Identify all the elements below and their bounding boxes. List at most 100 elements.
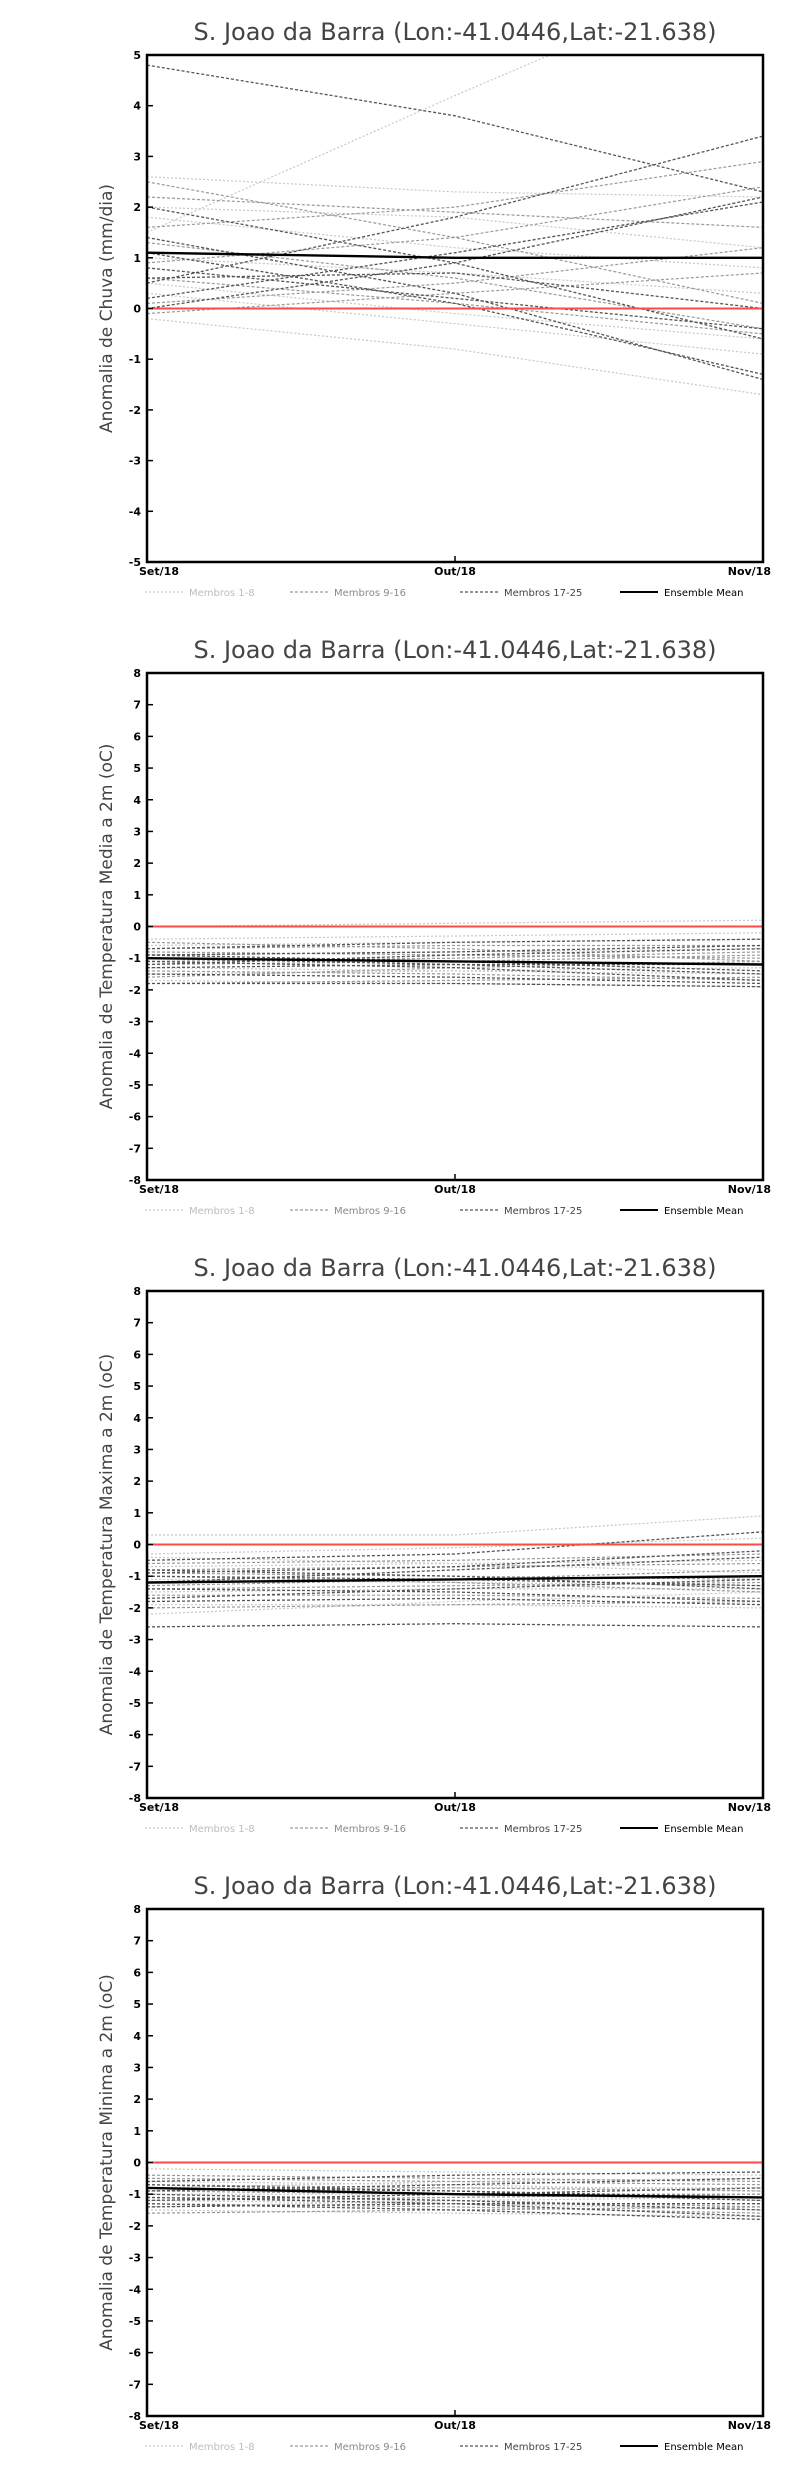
member-line bbox=[147, 1553, 763, 1565]
y-tick-label: -8 bbox=[129, 1174, 141, 1187]
y-tick-label: -1 bbox=[129, 952, 141, 965]
x-tick-label: Out/18 bbox=[434, 1183, 476, 1196]
legend-label: Ensemble Mean bbox=[664, 1206, 743, 1217]
member-line bbox=[147, 1569, 763, 1587]
member-line bbox=[147, 206, 763, 249]
legend-label: Membros 1-8 bbox=[189, 588, 255, 599]
y-tick-label: -7 bbox=[129, 1760, 141, 1773]
chart-title: S. Joao da Barra (Lon:-41.0446,Lat:-21.6… bbox=[193, 1254, 716, 1282]
member-line bbox=[147, 1537, 763, 1555]
member-line bbox=[147, 282, 763, 340]
chart-title: S. Joao da Barra (Lon:-41.0446,Lat:-21.6… bbox=[193, 636, 716, 664]
legend-label: Membros 17-25 bbox=[504, 588, 582, 599]
x-tick-label: Out/18 bbox=[434, 2419, 476, 2432]
member-line bbox=[147, 196, 763, 310]
y-tick-label: 3 bbox=[133, 825, 141, 838]
chart-chuva: S. Joao da Barra (Lon:-41.0446,Lat:-21.6… bbox=[97, 18, 771, 599]
legend-label: Membros 1-8 bbox=[189, 2442, 255, 2453]
y-tick-label: 7 bbox=[133, 699, 141, 712]
legend-label: Membros 17-25 bbox=[504, 1206, 582, 1217]
member-line bbox=[147, 1588, 763, 1593]
y-tick-label: -6 bbox=[129, 1729, 142, 1742]
member-line bbox=[147, 2203, 763, 2214]
member-line bbox=[147, 938, 763, 947]
ensemble-mean-line bbox=[147, 1575, 763, 1584]
y-tick-label: 2 bbox=[133, 201, 141, 214]
member-line bbox=[147, 1572, 763, 1580]
y-tick-label: -5 bbox=[129, 2315, 141, 2328]
member-line bbox=[147, 272, 763, 310]
member-line bbox=[147, 2187, 763, 2202]
legend-label: Membros 1-8 bbox=[189, 1206, 255, 1217]
chart-title: S. Joao da Barra (Lon:-41.0446,Lat:-21.6… bbox=[193, 18, 716, 46]
member-line bbox=[147, 247, 763, 304]
y-tick-label: -4 bbox=[129, 1665, 142, 1678]
member-line bbox=[147, 1562, 763, 1571]
member-line bbox=[147, 970, 763, 981]
member-line bbox=[147, 919, 763, 928]
y-tick-label: 3 bbox=[133, 1443, 141, 1456]
ensemble-mean-line bbox=[147, 957, 763, 966]
y-axis-label: Anomalia de Temperatura Media a 2m (oC) bbox=[97, 744, 117, 1110]
plot-area bbox=[147, 1515, 763, 1628]
y-tick-label: 2 bbox=[133, 1475, 141, 1488]
y-tick-label: -8 bbox=[129, 1792, 141, 1805]
y-tick-label: 2 bbox=[133, 857, 141, 870]
member-line bbox=[147, 1623, 763, 1628]
member-line bbox=[147, 242, 763, 330]
y-tick-label: 1 bbox=[133, 1507, 141, 1520]
member-line bbox=[147, 2190, 763, 2195]
plot-area bbox=[147, 2161, 763, 2221]
member-line bbox=[147, 1597, 763, 1606]
legend-label: Ensemble Mean bbox=[664, 2442, 743, 2453]
member-line bbox=[147, 948, 763, 956]
y-tick-label: 6 bbox=[133, 730, 141, 743]
member-line bbox=[147, 277, 763, 335]
member-line bbox=[147, 2174, 763, 2183]
member-line bbox=[147, 976, 763, 985]
member-line bbox=[147, 272, 763, 315]
chart-panel-temp-minima: S. Joao da Barra (Lon:-41.0446,Lat:-21.6… bbox=[0, 1854, 800, 2472]
y-tick-label: -4 bbox=[129, 2283, 142, 2296]
y-tick-label: 0 bbox=[133, 303, 141, 316]
y-tick-label: 1 bbox=[133, 252, 141, 265]
x-tick-label: Out/18 bbox=[434, 1801, 476, 1814]
member-line bbox=[147, 2184, 763, 2192]
y-tick-label: -8 bbox=[129, 2410, 141, 2423]
member-line bbox=[147, 216, 763, 269]
legend-label: Membros 9-16 bbox=[334, 588, 406, 599]
y-tick-label: -1 bbox=[129, 1570, 141, 1583]
plot-area bbox=[147, 919, 763, 988]
x-tick-label: Nov/18 bbox=[728, 1183, 771, 1196]
y-axis-label: Anomalia de Chuva (mm/dia) bbox=[97, 184, 117, 433]
y-tick-label: 0 bbox=[133, 921, 141, 934]
member-line bbox=[147, 292, 763, 355]
member-line bbox=[147, 932, 763, 940]
x-tick-label: Nov/18 bbox=[728, 565, 771, 578]
x-tick-label: Set/18 bbox=[139, 1183, 179, 1196]
member-line bbox=[147, 135, 763, 284]
member-line bbox=[147, 944, 763, 950]
member-line bbox=[147, 982, 763, 988]
member-line bbox=[147, 181, 763, 304]
ensemble-mean-line bbox=[147, 2186, 763, 2199]
chart-panel-chuva: S. Joao da Barra (Lon:-41.0446,Lat:-21.6… bbox=[0, 0, 800, 618]
member-line bbox=[147, 1569, 763, 1590]
y-tick-label: 5 bbox=[133, 762, 141, 775]
member-line bbox=[147, 64, 763, 193]
y-tick-label: -3 bbox=[129, 1016, 141, 1029]
y-tick-label: 6 bbox=[133, 1966, 141, 1979]
y-tick-label: -7 bbox=[129, 2378, 141, 2391]
x-tick-label: Out/18 bbox=[434, 565, 476, 578]
y-axis-label: Anomalia de Temperatura Maxima a 2m (oC) bbox=[97, 1354, 117, 1736]
legend-label: Membros 9-16 bbox=[334, 1206, 406, 1217]
y-tick-label: 7 bbox=[133, 1935, 141, 1948]
y-tick-label: 3 bbox=[133, 150, 141, 163]
y-tick-label: -7 bbox=[129, 1142, 141, 1155]
member-line bbox=[147, 55, 552, 233]
x-tick-label: Set/18 bbox=[139, 565, 179, 578]
member-line bbox=[147, 948, 763, 966]
y-tick-label: -4 bbox=[129, 1047, 142, 1060]
member-line bbox=[147, 951, 763, 959]
member-line bbox=[147, 1588, 763, 1603]
